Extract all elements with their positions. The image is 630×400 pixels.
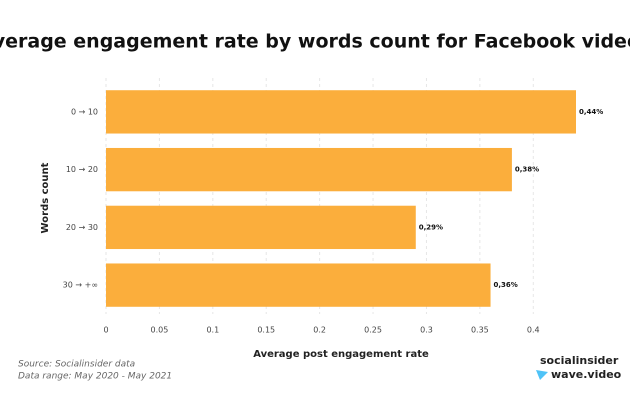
- x-tick-label: 0.25: [364, 326, 382, 335]
- x-tick-label: 0.1: [206, 326, 219, 335]
- y-axis-label: Words count: [40, 162, 51, 233]
- value-label: 0,44%: [579, 108, 603, 116]
- brand-icon: [536, 370, 548, 380]
- x-tick-label: 0.35: [471, 326, 489, 335]
- y-tick-label: 30 → +∞: [63, 281, 98, 290]
- x-tick-label: 0.4: [527, 326, 540, 335]
- date-range-note: Data range: May 2020 - May 2021: [18, 372, 172, 382]
- value-label: 0,38%: [515, 166, 539, 174]
- source-note: Source: Socialinsider data: [18, 360, 135, 370]
- bar: [106, 205, 416, 250]
- y-tick-label: 10 → 20: [66, 165, 98, 174]
- y-tick-label: 20 → 30: [66, 223, 98, 232]
- x-axis-label: Average post engagement rate: [253, 349, 429, 360]
- x-tick-label: 0.15: [257, 326, 275, 335]
- x-tick-label: 0.2: [313, 326, 326, 335]
- bar: [106, 263, 491, 307]
- y-tick-label: 0 → 10: [71, 107, 98, 116]
- bar: [106, 90, 576, 134]
- x-tick-label: 0.05: [151, 326, 169, 335]
- brand-logo: wave.video: [551, 368, 622, 381]
- bar: [106, 147, 512, 192]
- value-label: 0,29%: [419, 223, 443, 231]
- value-label: 0,36%: [494, 281, 518, 289]
- brand-logo: socialinsider: [540, 354, 619, 367]
- chart-title: Average engagement rate by words count f…: [0, 31, 630, 53]
- x-tick-label: 0: [103, 326, 108, 335]
- x-tick-label: 0.3: [420, 326, 433, 335]
